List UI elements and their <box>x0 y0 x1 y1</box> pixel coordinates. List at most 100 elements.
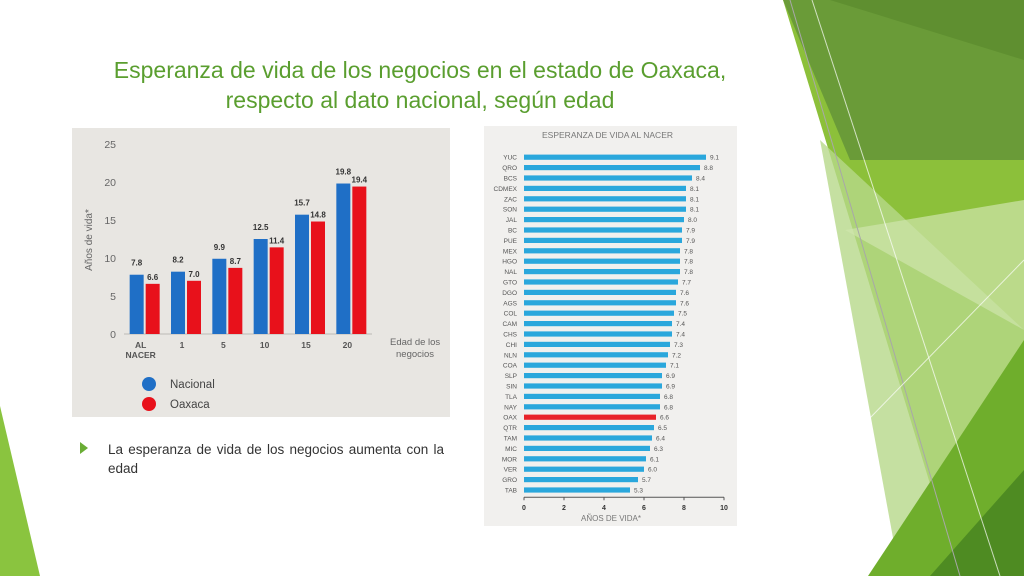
state-bar <box>524 196 686 202</box>
state-value-label: 7.6 <box>680 300 689 307</box>
state-bar <box>524 435 652 441</box>
state-label: OAX <box>503 415 517 422</box>
state-value-label: 8.1 <box>690 207 699 214</box>
legend-label-nacional: Nacional <box>170 379 215 391</box>
state-bar <box>524 477 638 483</box>
bar-oaxaca <box>145 283 160 334</box>
state-bar <box>524 466 644 472</box>
state-bar <box>524 383 662 389</box>
state-label: VER <box>504 467 518 474</box>
state-value-label: 8.4 <box>696 176 705 183</box>
state-bar <box>524 227 682 233</box>
state-label: PUE <box>504 238 518 245</box>
state-label: CAM <box>503 321 517 328</box>
state-value-label: 7.5 <box>678 311 687 318</box>
state-label: GRO <box>502 477 517 484</box>
legend-marker-oaxaca <box>142 397 156 411</box>
x-tick-label: 15 <box>301 340 311 350</box>
data-label-oaxaca: 8.7 <box>230 257 242 266</box>
state-value-label: 7.6 <box>680 290 689 297</box>
data-label-oaxaca: 6.6 <box>147 273 159 282</box>
state-label: MIC <box>505 446 517 453</box>
state-label: COL <box>504 311 518 318</box>
state-label: COA <box>503 363 518 370</box>
x-tick-label: 0 <box>522 505 526 512</box>
legend-marker-nacional <box>142 377 156 391</box>
state-label: MEX <box>503 248 518 255</box>
bar-oaxaca <box>311 221 325 334</box>
y-axis-title: Años de vida* <box>84 209 95 271</box>
state-label: BCS <box>504 176 518 183</box>
state-value-label: 6.0 <box>648 467 657 474</box>
state-bar <box>524 352 668 358</box>
state-value-label: 8.0 <box>688 217 697 224</box>
state-bar <box>524 362 666 368</box>
y-tick-label: 15 <box>104 215 116 227</box>
state-label: BC <box>508 228 517 235</box>
state-value-label: 5.7 <box>642 477 651 484</box>
state-value-label: 8.1 <box>690 196 699 203</box>
data-label-nacional: 15.7 <box>294 199 310 208</box>
x-axis-title-line-2: negocios <box>396 349 434 360</box>
state-value-label: 6.1 <box>650 456 659 463</box>
x-axis-title: AÑOS DE VIDA* <box>581 514 641 523</box>
state-value-label: 6.9 <box>666 373 675 380</box>
state-label: SLP <box>505 373 517 380</box>
state-value-label: 7.2 <box>672 352 681 359</box>
bar-nacional <box>171 271 185 334</box>
data-label-oaxaca: 11.4 <box>269 236 285 245</box>
state-label: CDMEX <box>494 186 518 193</box>
data-label-oaxaca: 19.4 <box>352 176 368 185</box>
state-value-label: 7.9 <box>686 228 695 235</box>
state-label: ZAC <box>504 196 517 203</box>
bar-nacional <box>295 214 309 334</box>
bar-oax-highlight <box>524 414 656 420</box>
x-tick-label: 4 <box>602 505 606 512</box>
state-value-label: 6.4 <box>656 436 665 443</box>
state-value-label: 6.9 <box>666 384 675 391</box>
data-label-nacional: 7.8 <box>131 259 143 268</box>
state-value-label: 7.3 <box>674 342 683 349</box>
state-label: NAY <box>504 404 518 411</box>
bullet-point: La esperanza de vida de los negocios aum… <box>80 440 444 478</box>
state-label: SON <box>503 207 517 214</box>
data-label-oaxaca: 14.8 <box>310 211 326 220</box>
state-value-label: 6.3 <box>654 446 663 453</box>
state-label: TAB <box>505 488 517 495</box>
state-bar <box>524 279 678 285</box>
state-label: DGO <box>502 290 517 297</box>
state-value-label: 7.8 <box>684 269 693 276</box>
state-label: AGS <box>503 300 517 307</box>
title-line-2: respecto al dato nacional, según edad <box>225 87 615 113</box>
state-value-label: 6.8 <box>664 404 673 411</box>
x-tick-label: 8 <box>682 505 686 512</box>
state-life-expectancy-chart: ESPERANZA DE VIDA AL NACER YUC 9.1 QRO 8.8 BC… <box>484 126 737 526</box>
state-value-label: 7.8 <box>684 248 693 255</box>
bullet-arrow-icon <box>80 442 88 454</box>
state-bar <box>524 175 692 181</box>
state-bar <box>524 206 686 212</box>
state-bar <box>524 289 676 295</box>
state-value-label: 8.8 <box>704 165 713 172</box>
y-tick-label: 0 <box>110 329 116 341</box>
state-label: JAL <box>506 217 518 224</box>
state-label: QRO <box>502 165 517 172</box>
state-bar <box>524 373 662 379</box>
x-tick-label: 10 <box>260 340 270 350</box>
bar-nacional <box>336 183 351 334</box>
data-label-nacional: 12.5 <box>253 223 269 232</box>
state-label: HGO <box>502 259 517 266</box>
state-bar <box>524 154 706 160</box>
state-label: CHI <box>506 342 517 349</box>
state-value-label: 9.1 <box>710 155 719 162</box>
state-bar <box>524 331 672 337</box>
y-tick-label: 10 <box>104 253 116 265</box>
state-label: QTR <box>503 425 517 432</box>
state-label: GTO <box>503 280 517 287</box>
state-bar <box>524 185 686 191</box>
state-bar <box>524 487 630 493</box>
state-value-label: 7.1 <box>670 363 679 370</box>
data-label-nacional: 8.2 <box>172 256 184 265</box>
